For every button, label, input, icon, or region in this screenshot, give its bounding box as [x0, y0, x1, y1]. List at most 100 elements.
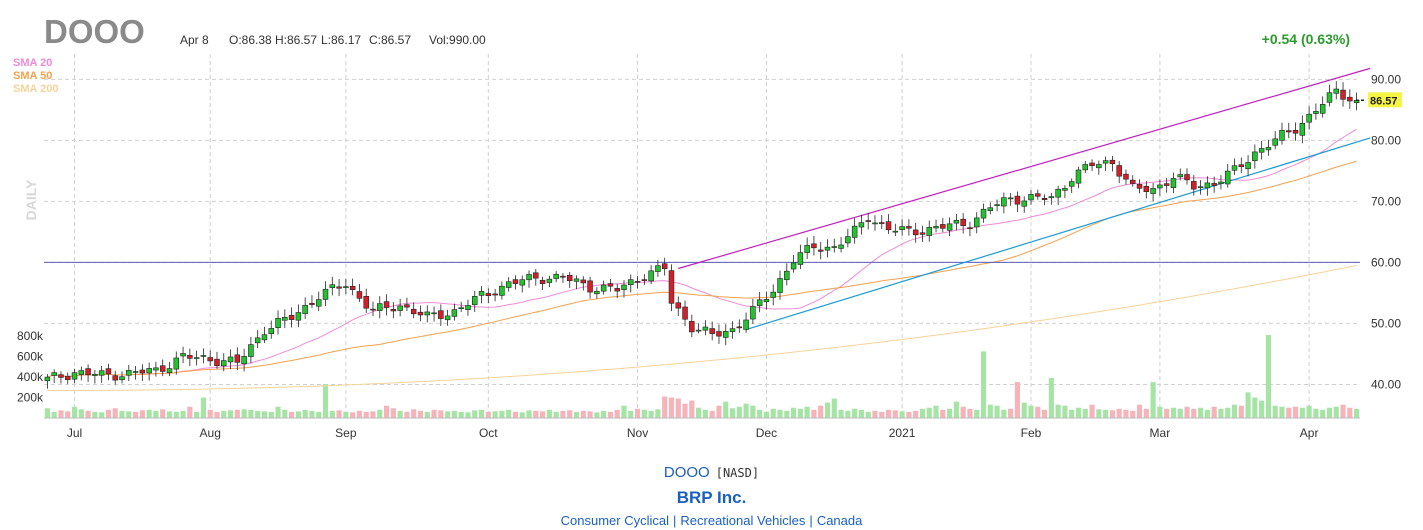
- candle-body: [431, 312, 437, 315]
- volume-bar: [1075, 407, 1082, 418]
- candle-body: [309, 302, 315, 305]
- sma50-line: [47, 160, 1357, 378]
- volume-bar: [879, 411, 885, 418]
- sector-link[interactable]: Consumer Cyclical: [560, 513, 669, 528]
- ticker-title: DOOO: [44, 13, 145, 50]
- candle-body: [594, 291, 600, 295]
- volume-bar: [648, 410, 654, 418]
- footer-ticker-link[interactable]: DOOO: [663, 464, 710, 481]
- volume-bar: [892, 410, 898, 418]
- candle-body: [193, 357, 200, 359]
- timeframe-label: DAILY: [23, 179, 39, 220]
- volume-bar: [716, 405, 722, 418]
- volume-bar: [1177, 408, 1183, 418]
- candle-body: [472, 296, 478, 305]
- candle-body: [1299, 122, 1306, 136]
- ohlc-open: O:86.38: [229, 33, 272, 47]
- candle-body: [560, 275, 566, 278]
- candle-body: [661, 263, 668, 269]
- volume-bar: [858, 409, 864, 418]
- volume-bar: [478, 409, 485, 418]
- volume-bar: [980, 351, 987, 418]
- volume-bar: [132, 411, 139, 418]
- volume-bar: [1184, 406, 1190, 418]
- volume-bar: [383, 405, 390, 418]
- volume-bar: [790, 407, 797, 418]
- candle-body: [51, 372, 57, 376]
- volume-bar: [567, 410, 573, 418]
- candle-body: [967, 227, 973, 230]
- ohlc-low: L:86.17: [321, 33, 361, 47]
- volume-bar: [492, 411, 498, 418]
- stock-chart[interactable]: 40.00 50.00 60.00 70.00 80.00 90.00 Jul Aug Sep O…: [0, 0, 1423, 452]
- volume-bar: [845, 410, 851, 418]
- volume-bar: [933, 405, 939, 418]
- candle-body: [1123, 173, 1129, 180]
- candle-body: [505, 281, 512, 288]
- candle-body: [261, 334, 268, 341]
- volume-bar: [1347, 407, 1353, 418]
- candle-body: [526, 274, 532, 281]
- candle-body: [1340, 89, 1346, 100]
- volume-bar: [1103, 409, 1109, 418]
- candle-body: [628, 279, 634, 286]
- volume-bar: [621, 405, 627, 418]
- volume-bar: [58, 410, 64, 418]
- volume-bar: [295, 411, 301, 418]
- candle-body: [71, 372, 78, 380]
- candle-body: [1224, 170, 1231, 185]
- industry-link[interactable]: Recreational Vehicles: [680, 513, 806, 528]
- volume-bar: [838, 409, 844, 418]
- candle-body: [879, 222, 885, 224]
- volume-bar: [112, 408, 118, 418]
- candle-body: [1007, 197, 1014, 200]
- candle-body: [512, 279, 519, 284]
- volume-bar: [967, 408, 973, 418]
- candle-body: [288, 315, 295, 320]
- candle-body: [254, 337, 261, 344]
- candle-body: [166, 368, 173, 373]
- volume-bar: [743, 403, 749, 418]
- candle-body: [695, 329, 702, 332]
- chart-canvas[interactable]: 40.00 50.00 60.00 70.00 80.00 90.00 Jul Aug Sep O…: [0, 0, 1423, 452]
- company-name[interactable]: BRP Inc.: [676, 488, 747, 507]
- candle-body: [492, 293, 498, 296]
- candle-body: [146, 368, 152, 374]
- volume-bar: [824, 402, 831, 418]
- candle-body: [153, 367, 159, 371]
- candle-body: [187, 355, 193, 359]
- volume-bar: [336, 410, 342, 418]
- candle-body: [770, 291, 776, 298]
- volume-bar: [865, 411, 871, 418]
- candle-body: [1252, 151, 1258, 162]
- volume-bar: [1245, 392, 1251, 418]
- volume-bar: [940, 409, 946, 418]
- candle-body: [1136, 184, 1143, 189]
- volume-bar: [431, 409, 437, 418]
- candle-body: [736, 326, 743, 329]
- candle-body: [1319, 103, 1326, 114]
- candle-body: [404, 304, 410, 308]
- candle-body: [417, 311, 424, 316]
- volume-bar: [1354, 408, 1360, 418]
- volume-bar: [689, 400, 695, 418]
- moving-averages: [47, 128, 1357, 391]
- candle-body: [702, 326, 709, 331]
- volume-bar: [506, 409, 512, 418]
- candle-body: [1204, 182, 1211, 189]
- candle-body: [729, 328, 736, 333]
- candle-body: [302, 305, 308, 314]
- ohlc-volume: Vol:990.00: [429, 33, 486, 47]
- country-link[interactable]: Canada: [816, 513, 863, 528]
- candle-body: [1286, 130, 1292, 133]
- volume-bar: [1279, 406, 1285, 418]
- volume-bar: [343, 411, 349, 418]
- volume-bar: [424, 411, 430, 418]
- candle-body: [207, 357, 213, 362]
- volume-bar: [987, 404, 993, 418]
- volume-bar: [607, 411, 614, 418]
- candle-body: [817, 249, 824, 252]
- volume-bar: [1123, 409, 1129, 418]
- volume-bar: [1150, 382, 1156, 418]
- volume-tick-label: 200k: [17, 391, 44, 405]
